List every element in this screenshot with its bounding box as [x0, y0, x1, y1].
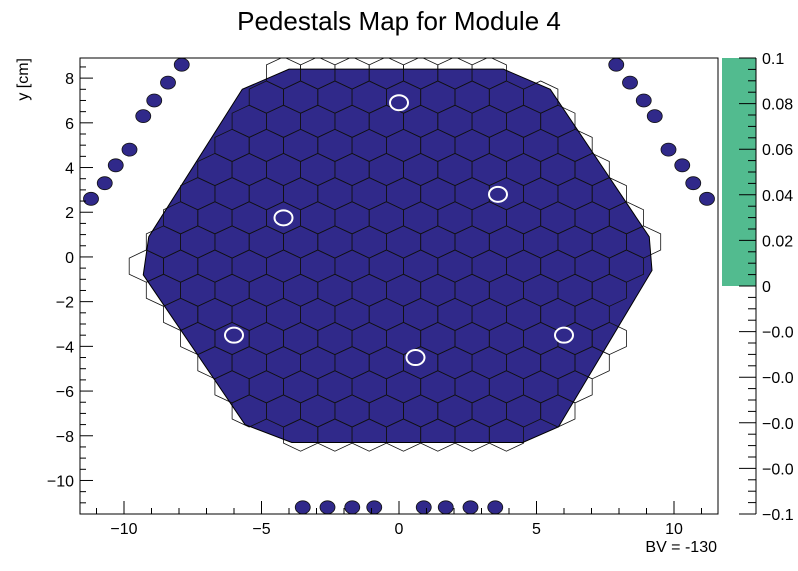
edge-pad	[344, 500, 361, 514]
edge-pad	[646, 109, 663, 124]
colorbar-tick-label: 0.04	[762, 188, 793, 205]
x-tick-label: 10	[665, 521, 683, 538]
y-tick-label: 4	[65, 161, 74, 178]
colorbar: 0.1 0.08 0.06 0.04 0.02 0 −0.0 −0.0 −0.0 −0.0 −0.1	[722, 51, 794, 524]
y-tick-label: 0	[65, 250, 74, 267]
edge-pad	[635, 93, 652, 108]
x-tick-label: −10	[110, 521, 137, 538]
colorbar-tick-label: 0.1	[762, 51, 784, 68]
y-tick-label: 6	[65, 116, 74, 133]
calibration-cell	[224, 326, 244, 344]
edge-pad	[135, 109, 152, 124]
x-tick-label: 0	[395, 521, 404, 538]
plot-area	[83, 58, 715, 514]
y-axis-label: y [cm]	[15, 58, 32, 101]
edge-pad	[462, 500, 479, 514]
x-tick-label: −5	[252, 521, 270, 538]
colorbar-tick-label: 0.08	[762, 97, 793, 114]
edge-pad	[660, 142, 677, 157]
colorbar-tick-label: 0	[762, 279, 771, 296]
hex-cell	[523, 80, 559, 114]
edge-pad	[415, 500, 432, 514]
calibration-cells	[224, 94, 574, 367]
edge-pad	[685, 176, 702, 191]
colorbar-tick-label: −0.0	[762, 325, 794, 342]
y-tick-label: −2	[56, 295, 74, 312]
axis-ticks: −10 −5 0 5 10 −10 −8 −6 −4 −2 0 2 4 6 8	[47, 66, 702, 538]
calibration-cell	[554, 326, 574, 344]
y-tick-label: −8	[56, 429, 74, 446]
colorbar-tick-label: −0.0	[762, 416, 794, 433]
edge-pad	[699, 191, 715, 206]
edge-pad	[107, 158, 124, 173]
edge-pad	[96, 176, 113, 191]
edge-pad	[294, 500, 311, 514]
edge-pad	[366, 500, 383, 514]
edge-pad	[121, 142, 138, 157]
y-tick-label: −10	[47, 473, 74, 490]
y-tick-label: 2	[65, 205, 74, 222]
colorbar-tick-label: −0.0	[762, 370, 794, 387]
bias-voltage-annotation: BV = -130	[645, 539, 717, 556]
calibration-cell	[405, 349, 426, 367]
edge-pad	[674, 158, 691, 173]
x-tick-label: 5	[532, 521, 541, 538]
edge-pad	[622, 75, 638, 90]
edge-pad	[160, 75, 176, 90]
edge-pad	[487, 500, 504, 514]
calibration-cell	[488, 185, 508, 203]
module-fill	[143, 69, 652, 443]
edge-pad	[608, 58, 625, 72]
colorbar-tick-label: −0.0	[762, 461, 794, 478]
calibration-cell	[273, 209, 294, 227]
y-tick-label: 8	[65, 71, 74, 88]
chart-title: Pedestals Map for Module 4	[237, 6, 561, 36]
hexagon-cells	[128, 58, 662, 452]
y-tick-label: −4	[56, 339, 74, 356]
edge-pad	[437, 500, 454, 514]
edge-pad	[173, 58, 190, 72]
colorbar-tick-label: 0.06	[762, 142, 793, 159]
y-tick-label: −6	[56, 384, 74, 401]
module-outline	[142, 68, 653, 443]
edge-pad	[319, 500, 336, 514]
colorbar-tick-label: −0.1	[762, 507, 794, 524]
hex-cell	[471, 58, 507, 90]
edge-pad	[83, 191, 99, 206]
calibration-cell	[389, 94, 409, 112]
edge-pads	[83, 58, 715, 514]
colorbar-tick-label: 0.02	[762, 233, 793, 250]
edge-pad	[146, 93, 163, 108]
